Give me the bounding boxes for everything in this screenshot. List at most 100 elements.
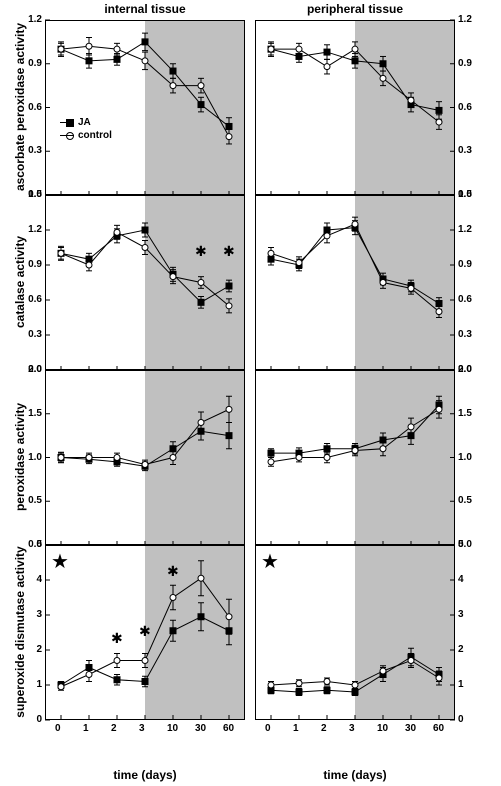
marker-ja [324,687,330,693]
x-tick-label: 60 [433,723,444,734]
marker-ja [86,665,92,671]
marker-control [296,46,302,52]
marker-ja [324,446,330,452]
marker-control [296,455,302,461]
y-tick-label: 1.2 [458,14,472,25]
y-tick-label: 0 [458,714,464,725]
marker-ja [268,450,274,456]
y-tick-label: 2 [36,644,42,655]
marker-control [324,233,330,239]
x-tick-label: 60 [223,723,234,734]
column-title: internal tissue [45,2,245,16]
x-tick-label: 30 [405,723,416,734]
marker-ja [114,677,120,683]
corner-star-icon: ★ [51,549,69,574]
marker-ja [296,689,302,695]
y-tick-label: 1.5 [458,189,472,200]
y-tick-label: 0.6 [458,102,472,113]
y-tick-label: 3 [36,609,42,620]
shaded-region [355,20,455,195]
x-tick-label: 3 [139,723,145,734]
y-tick-label: 0.9 [28,58,42,69]
marker-ja [58,46,64,52]
marker-ja [114,56,120,62]
shaded-region [145,545,245,720]
marker-ja [114,459,120,465]
x-tick-label: 10 [377,723,388,734]
marker-ja [268,46,274,52]
marker-ja [296,53,302,59]
x-tick-label: 0 [55,723,61,734]
marker-control [86,672,92,678]
y-tick-label: 1.0 [28,452,42,463]
y-tick-label: 1 [458,679,464,690]
x-tick-label: 2 [111,723,117,734]
y-tick-label: 4 [458,574,464,585]
y-tick-label: 1.5 [458,408,472,419]
x-axis-label: time (days) [45,768,245,782]
y-tick-label: 1.2 [28,224,42,235]
marker-control [114,46,120,52]
x-tick-label: 10 [167,723,178,734]
shaded-region [145,370,245,545]
y-tick-label: 0.3 [28,329,42,340]
y-axis-label: catalase activity [13,192,27,372]
marker-control [114,229,120,235]
y-tick-label: 0.9 [28,259,42,270]
marker-control [114,455,120,461]
marker-ja [268,256,274,262]
x-tick-label: 3 [349,723,355,734]
y-tick-label: 0.3 [458,329,472,340]
x-tick-label: 30 [195,723,206,734]
y-tick-label: 0.9 [458,58,472,69]
y-tick-label: 0.6 [28,294,42,305]
marker-ja [114,233,120,239]
y-tick-label: 5 [458,539,464,550]
significance-asterisk: ✱ [111,630,123,647]
marker-control [114,658,120,664]
y-tick-label: 1.0 [458,452,472,463]
shaded-region [355,370,455,545]
y-tick-label: 0.3 [458,145,472,156]
marker-control [268,459,274,465]
marker-control [58,46,64,52]
y-tick-label: 4 [36,574,42,585]
marker-ja [268,687,274,693]
marker-control [296,260,302,266]
y-tick-label: 0.5 [458,495,472,506]
marker-ja [86,456,92,462]
legend-label: control [78,130,112,141]
marker-ja [58,682,64,688]
y-tick-label: 3 [458,609,464,620]
column-title: peripheral tissue [255,2,455,16]
y-tick-label: 1 [36,679,42,690]
y-tick-label: 1.5 [28,408,42,419]
marker-control [324,64,330,70]
marker-ja [324,49,330,55]
marker-ja [296,450,302,456]
marker-control [86,455,92,461]
y-tick-label: 0.6 [458,294,472,305]
marker-ja [86,256,92,262]
x-tick-label: 0 [265,723,271,734]
legend-item: control [63,129,112,142]
y-tick-label: 1.5 [28,189,42,200]
marker-control [268,682,274,688]
y-tick-label: 0 [36,714,42,725]
marker-control [58,250,64,256]
marker-ja [296,262,302,268]
legend: JAcontrol [63,116,112,142]
marker-ja [58,455,64,461]
marker-ja [58,250,64,256]
y-axis-label: peroxidase activity [13,367,27,547]
marker-control [58,684,64,690]
y-tick-label: 0.3 [28,145,42,156]
y-tick-label: 2.0 [28,364,42,375]
y-tick-label: 1.2 [458,224,472,235]
shaded-region [355,195,455,370]
marker-control [324,679,330,685]
marker-control [268,250,274,256]
y-tick-label: 2.0 [458,364,472,375]
y-axis-label: ascorbate peroxidase activity [13,17,27,197]
x-tick-label: 2 [321,723,327,734]
